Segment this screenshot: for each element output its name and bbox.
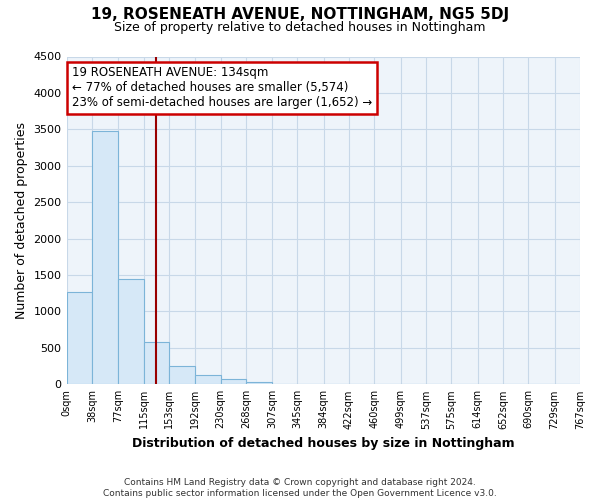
X-axis label: Distribution of detached houses by size in Nottingham: Distribution of detached houses by size … — [132, 437, 515, 450]
Bar — [246, 382, 272, 384]
Y-axis label: Number of detached properties: Number of detached properties — [15, 122, 28, 319]
Text: Size of property relative to detached houses in Nottingham: Size of property relative to detached ho… — [114, 21, 486, 34]
Bar — [118, 278, 143, 384]
Bar — [195, 375, 221, 384]
Bar — [221, 379, 246, 384]
Bar — [92, 131, 118, 384]
Bar — [169, 366, 195, 384]
Text: 19 ROSENEATH AVENUE: 134sqm
← 77% of detached houses are smaller (5,574)
23% of : 19 ROSENEATH AVENUE: 134sqm ← 77% of det… — [71, 66, 372, 110]
Text: 19, ROSENEATH AVENUE, NOTTINGHAM, NG5 5DJ: 19, ROSENEATH AVENUE, NOTTINGHAM, NG5 5D… — [91, 8, 509, 22]
Text: Contains HM Land Registry data © Crown copyright and database right 2024.
Contai: Contains HM Land Registry data © Crown c… — [103, 478, 497, 498]
Bar — [143, 342, 169, 384]
Bar — [67, 292, 92, 384]
